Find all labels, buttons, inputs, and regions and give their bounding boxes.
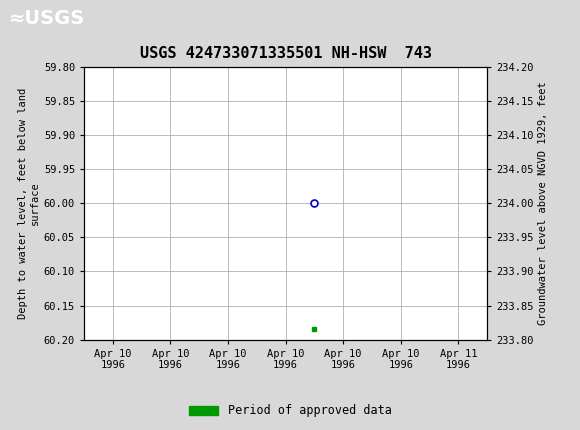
- Title: USGS 424733071335501 NH-HSW  743: USGS 424733071335501 NH-HSW 743: [140, 46, 432, 61]
- Y-axis label: Depth to water level, feet below land
surface: Depth to water level, feet below land su…: [18, 88, 39, 319]
- Text: ≈USGS: ≈USGS: [9, 9, 85, 28]
- Y-axis label: Groundwater level above NGVD 1929, feet: Groundwater level above NGVD 1929, feet: [538, 81, 548, 325]
- Legend: Period of approved data: Period of approved data: [184, 399, 396, 422]
